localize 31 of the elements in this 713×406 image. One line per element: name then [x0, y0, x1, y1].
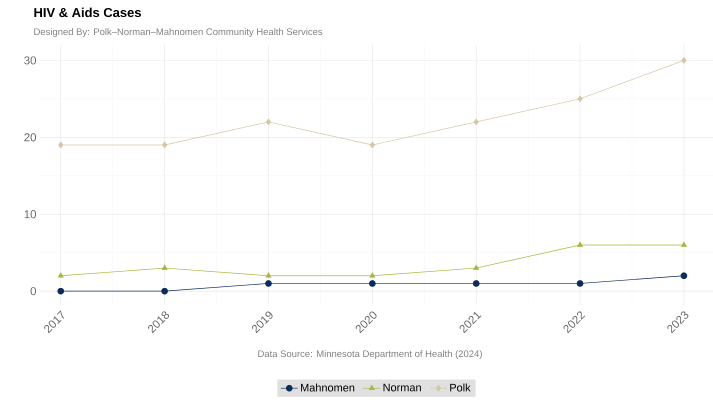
point — [266, 118, 272, 126]
point — [576, 280, 584, 287]
point — [370, 142, 375, 148]
y-tick-label: 20 — [24, 133, 36, 142]
point — [681, 57, 687, 64]
point — [266, 272, 272, 278]
point — [57, 288, 64, 294]
y-tick-label: 30 — [24, 56, 36, 64]
point — [369, 280, 376, 287]
point — [58, 142, 64, 148]
point — [472, 280, 480, 287]
point — [473, 264, 480, 270]
chart-title: HIV & Aids Cases — [34, 8, 141, 18]
y-tick-label: 0 — [30, 287, 36, 296]
y-tick-label: 10 — [24, 210, 36, 218]
point — [58, 272, 64, 278]
point — [265, 280, 272, 287]
legend-label: Polk — [450, 383, 471, 392]
point — [162, 264, 168, 270]
point — [474, 118, 479, 126]
point — [577, 242, 584, 247]
point — [162, 142, 168, 148]
legend-label: Norman — [384, 384, 421, 392]
point — [577, 96, 583, 102]
point — [680, 272, 688, 280]
legend-label: Mahnomen — [301, 383, 354, 392]
point — [680, 242, 687, 247]
point — [161, 288, 168, 294]
chart-subtitle: Designed By: Polk–Norman–Mahnomen Community Health Services — [34, 28, 322, 37]
point — [369, 272, 376, 278]
source-note: Data Source: Minnesota Department of Health (2024) — [258, 350, 482, 359]
